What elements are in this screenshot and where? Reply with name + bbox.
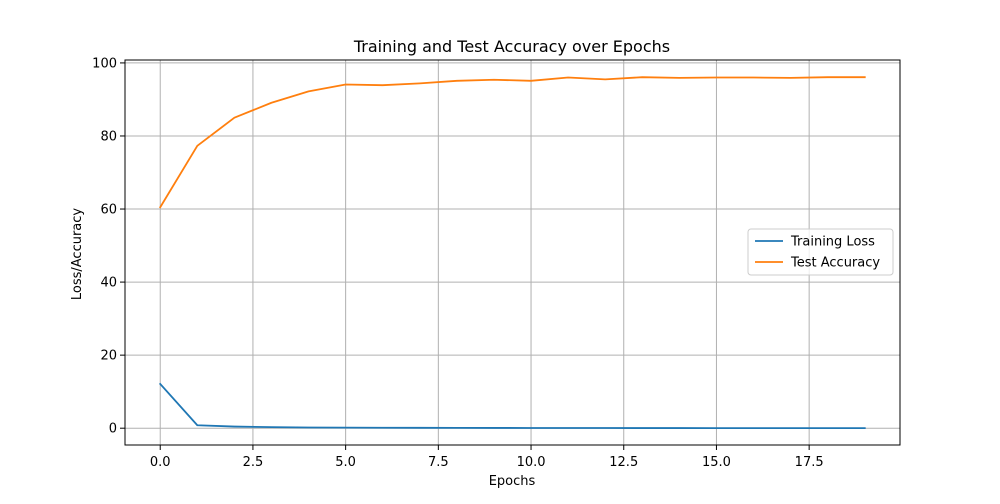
legend-label: Training Loss [790, 235, 875, 250]
y-tick-label: 20 [100, 349, 117, 364]
y-tick-label: 60 [100, 203, 117, 218]
x-tick-label: 10.0 [517, 455, 546, 470]
chart-title: Training and Test Accuracy over Epochs [353, 37, 670, 56]
series-line-training-loss [158, 382, 866, 430]
grid-lines [125, 60, 900, 445]
y-axis-ticks: 0 20 40 60 80 100 [92, 56, 125, 437]
plot-frame [124, 59, 901, 446]
y-tick-label: 40 [100, 276, 117, 291]
x-tick-label: 2.5 [243, 455, 264, 470]
y-axis-label: Loss/Accuracy [70, 208, 85, 301]
x-tick-label: 12.5 [609, 455, 638, 470]
legend-label: Test Accuracy [790, 256, 880, 271]
x-axis-ticks: 0.0 2.5 5.0 7.5 10.0 12.5 15.0 17.5 [150, 445, 824, 470]
x-axis-label: Epochs [489, 474, 536, 489]
y-tick-label: 0 [109, 422, 117, 437]
series-lines [158, 76, 866, 430]
legend: Training Loss Test Accuracy [747, 228, 894, 276]
x-tick-label: 15.0 [702, 455, 731, 470]
x-tick-label: 7.5 [428, 455, 449, 470]
y-tick-label: 80 [100, 129, 117, 144]
x-tick-label: 0.0 [150, 455, 171, 470]
x-tick-label: 17.5 [795, 455, 824, 470]
legend-box [747, 228, 894, 276]
x-tick-label: 5.0 [335, 455, 356, 470]
series-line-test-accuracy [158, 76, 866, 209]
y-tick-label: 100 [92, 56, 117, 71]
